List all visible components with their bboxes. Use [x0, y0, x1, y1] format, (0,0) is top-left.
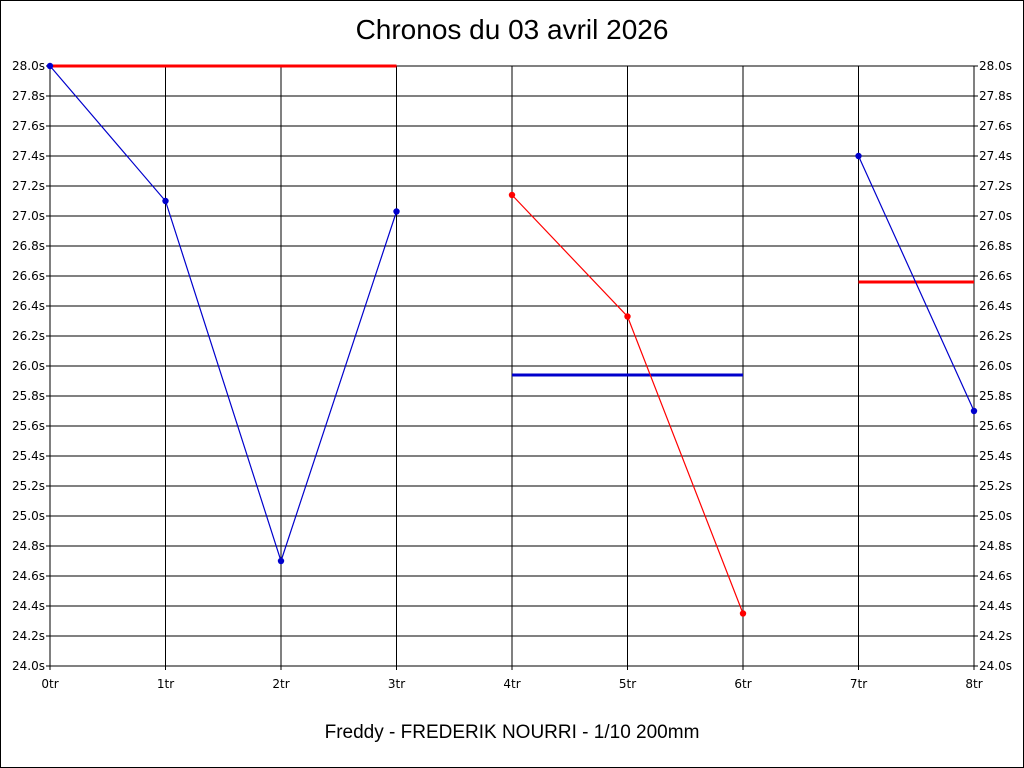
y-tick-label-left: 27.0s: [12, 209, 45, 223]
y-tick-label-left: 27.2s: [12, 179, 45, 193]
y-tick-label-left: 24.6s: [12, 569, 45, 583]
chart-title: Chronos du 03 avril 2026: [355, 14, 669, 45]
data-point: [624, 313, 631, 320]
y-tick-label-right: 25.8s: [979, 389, 1012, 403]
x-tick-label: 8tr: [965, 677, 982, 691]
y-tick-label-right: 24.4s: [979, 599, 1012, 613]
y-tick-label-right: 24.6s: [979, 569, 1012, 583]
x-tick-label: 5tr: [619, 677, 636, 691]
y-tick-label-left: 27.8s: [12, 89, 45, 103]
data-point: [393, 208, 400, 215]
y-tick-label-left: 26.2s: [12, 329, 45, 343]
y-tick-label-right: 26.4s: [979, 299, 1012, 313]
x-tick-label: 0tr: [41, 677, 58, 691]
y-tick-label-left: 24.4s: [12, 599, 45, 613]
x-tick-label: 4tr: [503, 677, 520, 691]
y-tick-label-right: 28.0s: [979, 59, 1012, 73]
data-point: [855, 152, 862, 160]
x-tick-label: 7tr: [850, 677, 867, 691]
y-tick-label-right: 27.0s: [979, 209, 1012, 223]
y-tick-label-left: 24.0s: [12, 659, 45, 673]
data-point: [739, 610, 747, 617]
y-tick-label-right: 27.2s: [979, 179, 1012, 193]
chart-footer: Freddy - FREDERIK NOURRI - 1/10 200mm: [324, 722, 700, 743]
y-tick-label-left: 28.0s: [12, 59, 45, 73]
data-point: [46, 62, 54, 70]
y-tick-label-left: 25.2s: [12, 479, 45, 493]
y-tick-label-right: 26.8s: [979, 239, 1012, 253]
series-line: [857, 155, 975, 412]
y-tick-label-left: 27.4s: [12, 149, 45, 163]
data-point: [508, 191, 516, 199]
y-tick-label-left: 26.8s: [12, 239, 45, 253]
y-tick-label-right: 25.2s: [979, 479, 1012, 493]
y-tick-label-right: 25.4s: [979, 449, 1012, 463]
y-tick-label-right: 26.6s: [979, 269, 1012, 283]
data-point: [970, 407, 978, 415]
y-tick-label-right: 26.2s: [979, 329, 1012, 343]
y-tick-label-left: 25.6s: [12, 419, 45, 433]
x-tick-label: 2tr: [272, 677, 289, 691]
y-tick-label-right: 24.2s: [979, 629, 1012, 643]
y-tick-label-right: 25.0s: [979, 509, 1012, 523]
y-tick-label-left: 26.6s: [12, 269, 45, 283]
y-tick-label-left: 24.2s: [12, 629, 45, 643]
y-tick-label-left: 26.4s: [12, 299, 45, 313]
y-tick-label-left: 27.6s: [12, 119, 45, 133]
y-tick-label-left: 25.4s: [12, 449, 45, 463]
x-tick-label: 1tr: [157, 677, 174, 691]
data-point: [162, 197, 169, 205]
y-tick-label-right: 27.8s: [979, 89, 1012, 103]
y-tick-label-right: 24.8s: [979, 539, 1012, 553]
y-tick-label-left: 25.8s: [12, 389, 45, 403]
y-tick-label-left: 26.0s: [12, 359, 45, 373]
series-line: [49, 65, 398, 563]
x-tick-label: 6tr: [734, 677, 751, 691]
y-tick-label-right: 24.0s: [979, 659, 1012, 673]
y-tick-label-right: 27.4s: [979, 149, 1012, 163]
y-tick-label-right: 26.0s: [979, 359, 1012, 373]
y-tick-label-right: 27.6s: [979, 119, 1012, 133]
x-tick-label: 3tr: [388, 677, 405, 691]
y-tick-label-left: 25.0s: [12, 509, 45, 523]
y-tick-label-right: 25.6s: [979, 419, 1012, 433]
y-tick-label-left: 24.8s: [12, 539, 45, 553]
data-point: [277, 557, 285, 565]
